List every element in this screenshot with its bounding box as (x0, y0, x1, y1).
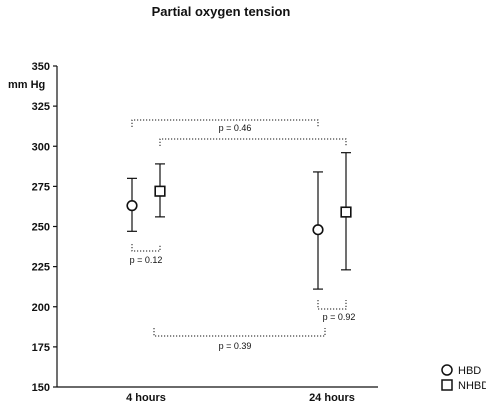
legend-marker-hbd (441, 364, 453, 376)
legend: HBD NHBD (441, 364, 486, 392)
significance-bracket (159, 138, 347, 146)
y-tick-label: 175 (32, 342, 50, 354)
y-tick-label: 325 (32, 101, 50, 113)
legend-label: HBD (458, 365, 481, 377)
p-value-label: p = 0.46 (219, 123, 252, 133)
y-tick-label: 300 (32, 141, 50, 153)
y-tick-label: 250 (32, 222, 50, 234)
y-tick-label: 225 (32, 262, 50, 274)
p-value-label: p = 0.39 (219, 341, 252, 351)
legend-marker-nhbd (441, 379, 453, 391)
data-series (126, 152, 352, 290)
p-value-label: p = 0.92 (323, 312, 356, 322)
significance-bracket (153, 328, 326, 337)
y-tick-label: 150 (32, 382, 50, 394)
y-tick-label: 275 (32, 181, 50, 193)
p-value-label: p = 0.12 (130, 255, 163, 265)
data-point-nhbd (154, 185, 166, 197)
significance-brackets: p = 0.12 p = 0.92 p = 0.46 p = 0.39 (130, 119, 356, 351)
y-axis-unit-label: mm Hg (8, 79, 45, 91)
significance-bracket (131, 119, 319, 127)
axes: 150 175 200 225 250 275 300 325 350 4 hours 24 hou… (32, 61, 378, 404)
x-category-label: 4 hours (126, 392, 166, 404)
significance-bracket (131, 244, 161, 252)
data-point-hbd (126, 200, 138, 212)
significance-bracket (317, 300, 347, 310)
chart-title: Partial oxygen tension (152, 4, 291, 19)
y-tick-label: 200 (32, 302, 50, 314)
legend-label: NHBD (458, 380, 486, 392)
data-point-nhbd (340, 206, 352, 218)
y-tick-label: 350 (32, 61, 50, 73)
x-category-label: 24 hours (309, 392, 355, 404)
data-point-hbd (312, 224, 324, 236)
